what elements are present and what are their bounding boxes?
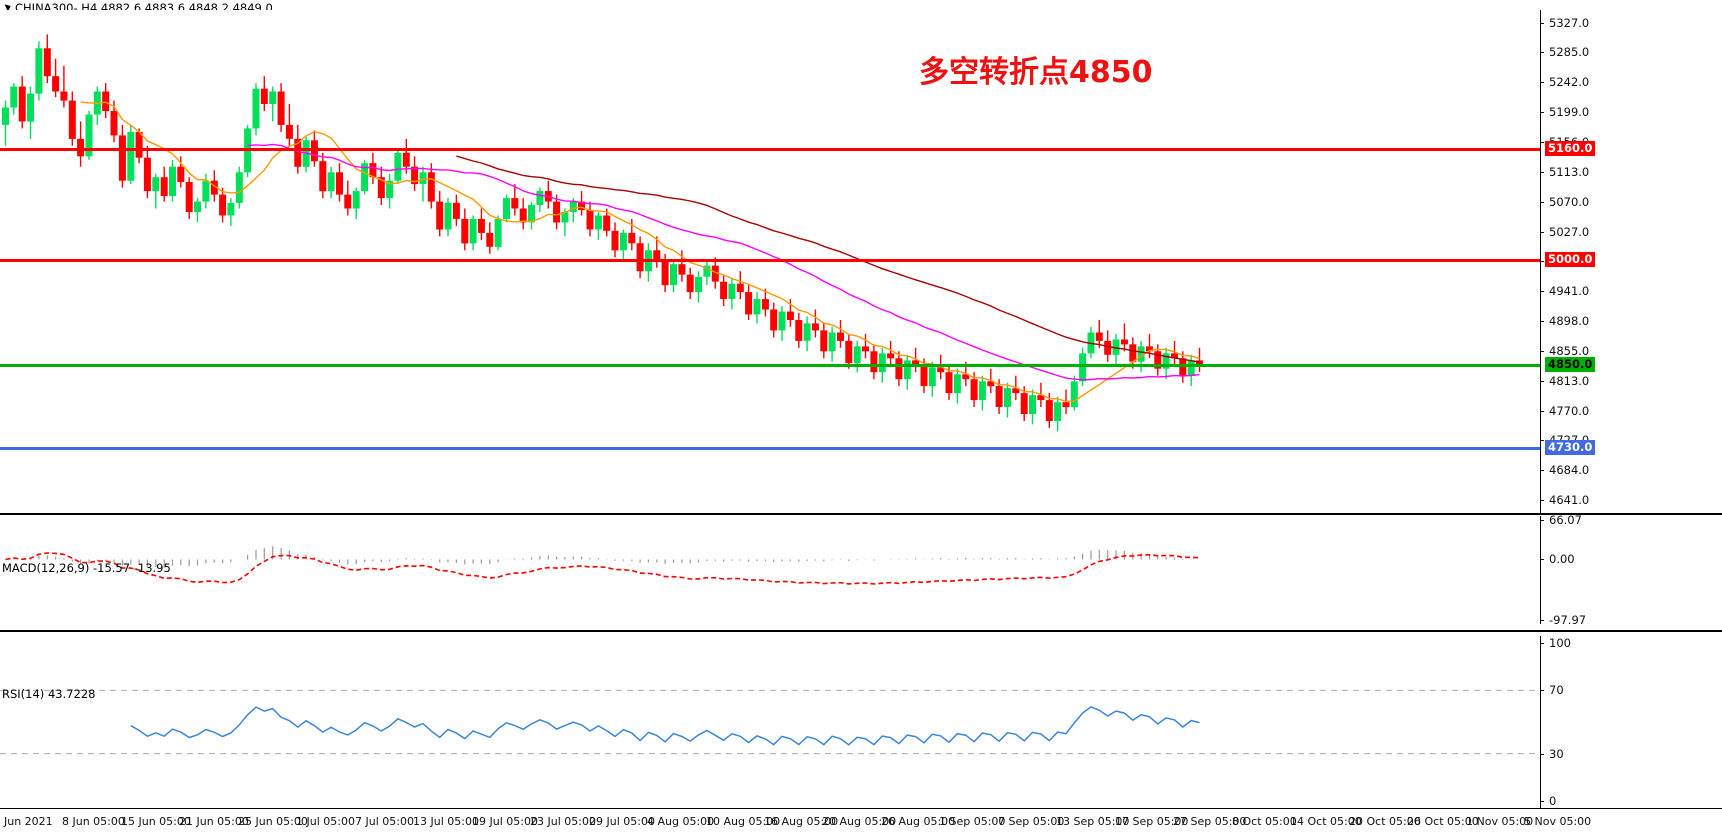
price-tick [1540,51,1544,53]
macd-tick [1540,559,1544,561]
price-panel: 5327.05285.05242.05199.05156.05113.05070… [0,10,1722,515]
price-axis-label: 5113.0 [1549,164,1590,179]
time-axis-label: 1 Sep 05:00 [939,815,1006,828]
price-plot-area[interactable] [0,10,1540,515]
time-axis-label: 26 Oct 05:00 [1407,815,1479,828]
time-axis-label: 8 Jun 05:00 [62,815,125,828]
time-axis-label: 19 Jul 05:00 [472,815,538,828]
time-axis-label: 13 Jul 05:00 [413,815,479,828]
chart-annotation-text: 多空转折点4850 [919,55,1153,90]
time-axis-label: 20 Aug 05:00 [822,815,897,828]
time-axis-label: 29 Jul 05:00 [589,815,655,828]
time-axis-label: 27 Sep 05:00 [1173,815,1247,828]
price-tick [1540,440,1544,442]
rsi-series [0,689,1540,755]
rsi-plot-area[interactable] [0,636,1540,808]
price-tick [1540,201,1544,203]
macd-axis-label: 0.00 [1549,552,1575,567]
rsi-tick [1540,753,1544,755]
price-tick [1540,470,1544,472]
rsi-axis-label: 0 [1549,794,1557,808]
time-axis-label: 7 Jul 05:00 [355,815,414,828]
resistance-5160-line [0,147,1540,151]
time-axis-label: 21 Jun 05:00 [179,815,249,828]
price-axis-label: 4941.0 [1549,284,1590,299]
price-axis-label: 5199.0 [1549,104,1590,119]
price-axis-label: 4641.0 [1549,493,1590,508]
candlestick-series [2,34,1203,432]
price-tick [1540,351,1544,353]
floor-4730-line [0,447,1540,451]
support-4850-tag[interactable]: 4850.0 [1545,356,1596,372]
price-tick [1540,231,1544,233]
support-4850-line [0,363,1540,367]
macd-panel: 66.07 0.00 -97.97 [0,513,1722,627]
time-axis-divider [0,808,1722,809]
macd-header-label: MACD(12,26,9) -15.57 -13.95 [2,561,171,575]
rsi-tick [1540,643,1544,644]
resistance-5000-line [0,259,1540,263]
time-axis-label: 10 Aug 05:00 [706,815,781,828]
floor-4730-tag[interactable]: 4730.0 [1545,440,1596,456]
time-axis-label: 16 Aug 05:00 [764,815,839,828]
time-axis-label: Jun 2021 [4,815,53,828]
time-axis-label: 4 Aug 05:00 [647,815,715,828]
price-axis-label: 4898.0 [1549,314,1590,329]
price-tick [1540,141,1544,143]
resistance-5160-tag[interactable]: 5160.0 [1545,140,1596,156]
time-axis-label: 8 Oct 05:00 [1232,815,1297,828]
rsi-panel-divider [0,630,1722,632]
rsi-panel: 100 70 30 0 [0,636,1722,808]
price-tick [1540,380,1544,382]
rsi-axis-label: 100 [1549,636,1571,650]
time-axis-label: 1 Nov 05:00 [1466,815,1534,828]
time-axis-label: 20 Oct 05:00 [1349,815,1421,828]
price-axis-label: 5070.0 [1549,194,1590,209]
rsi-axis-label: 30 [1549,746,1564,761]
price-tick [1540,500,1544,502]
time-axis-label: 15 Jun 05:00 [121,815,191,828]
rsi-tick [1540,690,1544,692]
time-axis-label: 1 Jul 05:00 [296,815,355,828]
price-tick [1540,321,1544,323]
macd-axis-label: -97.97 [1549,613,1587,627]
price-axis-label: 4684.0 [1549,463,1590,478]
price-axis-label: 4855.0 [1549,344,1590,359]
macd-axis[interactable]: 66.07 0.00 -97.97 [1540,513,1722,627]
price-axis-label: 4770.0 [1549,403,1590,418]
time-axis-label: 17 Sep 05:00 [1115,815,1189,828]
macd-panel-divider [0,513,1722,515]
time-axis-label: 25 Jun 05:00 [238,815,308,828]
price-tick [1540,22,1544,24]
price-tick [1540,261,1544,263]
time-axis-label: 7 Sep 05:00 [998,815,1065,828]
rsi-axis-label: 70 [1549,683,1564,698]
price-tick [1540,410,1544,412]
rsi-header-label: RSI(14) 43.7228 [2,687,96,701]
price-tick [1540,81,1544,83]
macd-tick [1540,620,1544,621]
macd-tick [1540,520,1544,521]
rsi-axis[interactable]: 100 70 30 0 [1540,636,1722,808]
time-axis-label: 5 Nov 05:00 [1524,815,1592,828]
price-axis-label: 4813.0 [1549,373,1590,388]
price-tick [1540,291,1544,293]
time-axis-label: 13 Sep 05:00 [1056,815,1130,828]
time-axis-label: 23 Jul 05:00 [530,815,596,828]
macd-plot-area[interactable] [0,516,1540,624]
price-axis-label: 5027.0 [1549,224,1590,239]
price-axis-label: 5327.0 [1549,15,1590,30]
time-axis-label: 26 Aug 05:00 [881,815,956,828]
time-axis-label: 14 Oct 05:00 [1290,815,1362,828]
price-axis-label: 5285.0 [1549,44,1590,59]
macd-axis-label: 66.07 [1549,513,1582,527]
rsi-tick [1540,801,1544,802]
price-tick [1540,171,1544,173]
time-axis[interactable]: Jun 2021 8 Jun 05:00 15 Jun 05:00 21 Jun 05… [0,809,1722,836]
macd-series [5,546,1201,585]
price-tick [1540,111,1544,113]
resistance-5000-tag[interactable]: 5000.0 [1545,252,1596,268]
price-axis-label: 5242.0 [1549,74,1590,89]
